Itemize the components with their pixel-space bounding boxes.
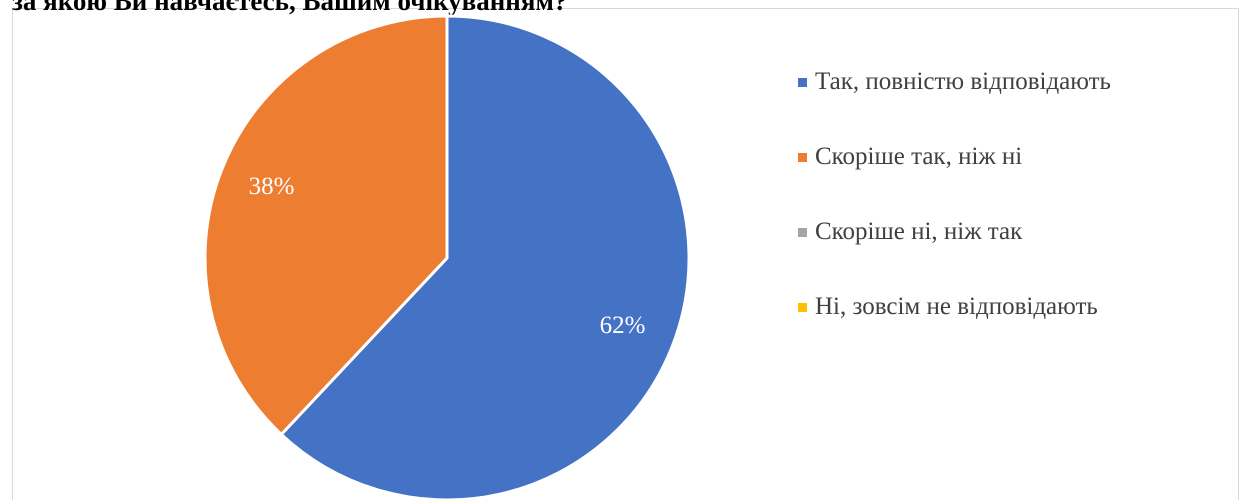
legend-item: Скоріше так, ніж ні xyxy=(798,137,1111,177)
legend-label: Скоріше так, ніж ні xyxy=(815,143,1023,170)
legend-swatch xyxy=(798,302,807,312)
chart-title: за якою Ви навчаєтесь, Вашим очікуванням… xyxy=(12,0,568,16)
legend-label: Ні, зовсім не відповідають xyxy=(815,293,1098,320)
legend-item: Ні, зовсім не відповідають xyxy=(798,287,1111,327)
chart-frame xyxy=(12,8,1239,500)
pie-data-label: 62% xyxy=(600,312,646,339)
chart-legend: Так, повністю відповідають Скоріше так, … xyxy=(798,62,1111,362)
legend-item: Так, повністю відповідають xyxy=(798,62,1111,102)
legend-swatch xyxy=(798,152,807,162)
legend-swatch xyxy=(798,77,807,87)
legend-item: Скоріше ні, ніж так xyxy=(798,212,1111,252)
legend-swatch xyxy=(798,227,807,237)
pie-slice xyxy=(279,14,691,500)
pie-slice xyxy=(203,14,449,437)
pie-data-label: 38% xyxy=(249,173,295,200)
legend-label: Скоріше ні, ніж так xyxy=(815,218,1023,245)
legend-label: Так, повністю відповідають xyxy=(815,68,1111,95)
